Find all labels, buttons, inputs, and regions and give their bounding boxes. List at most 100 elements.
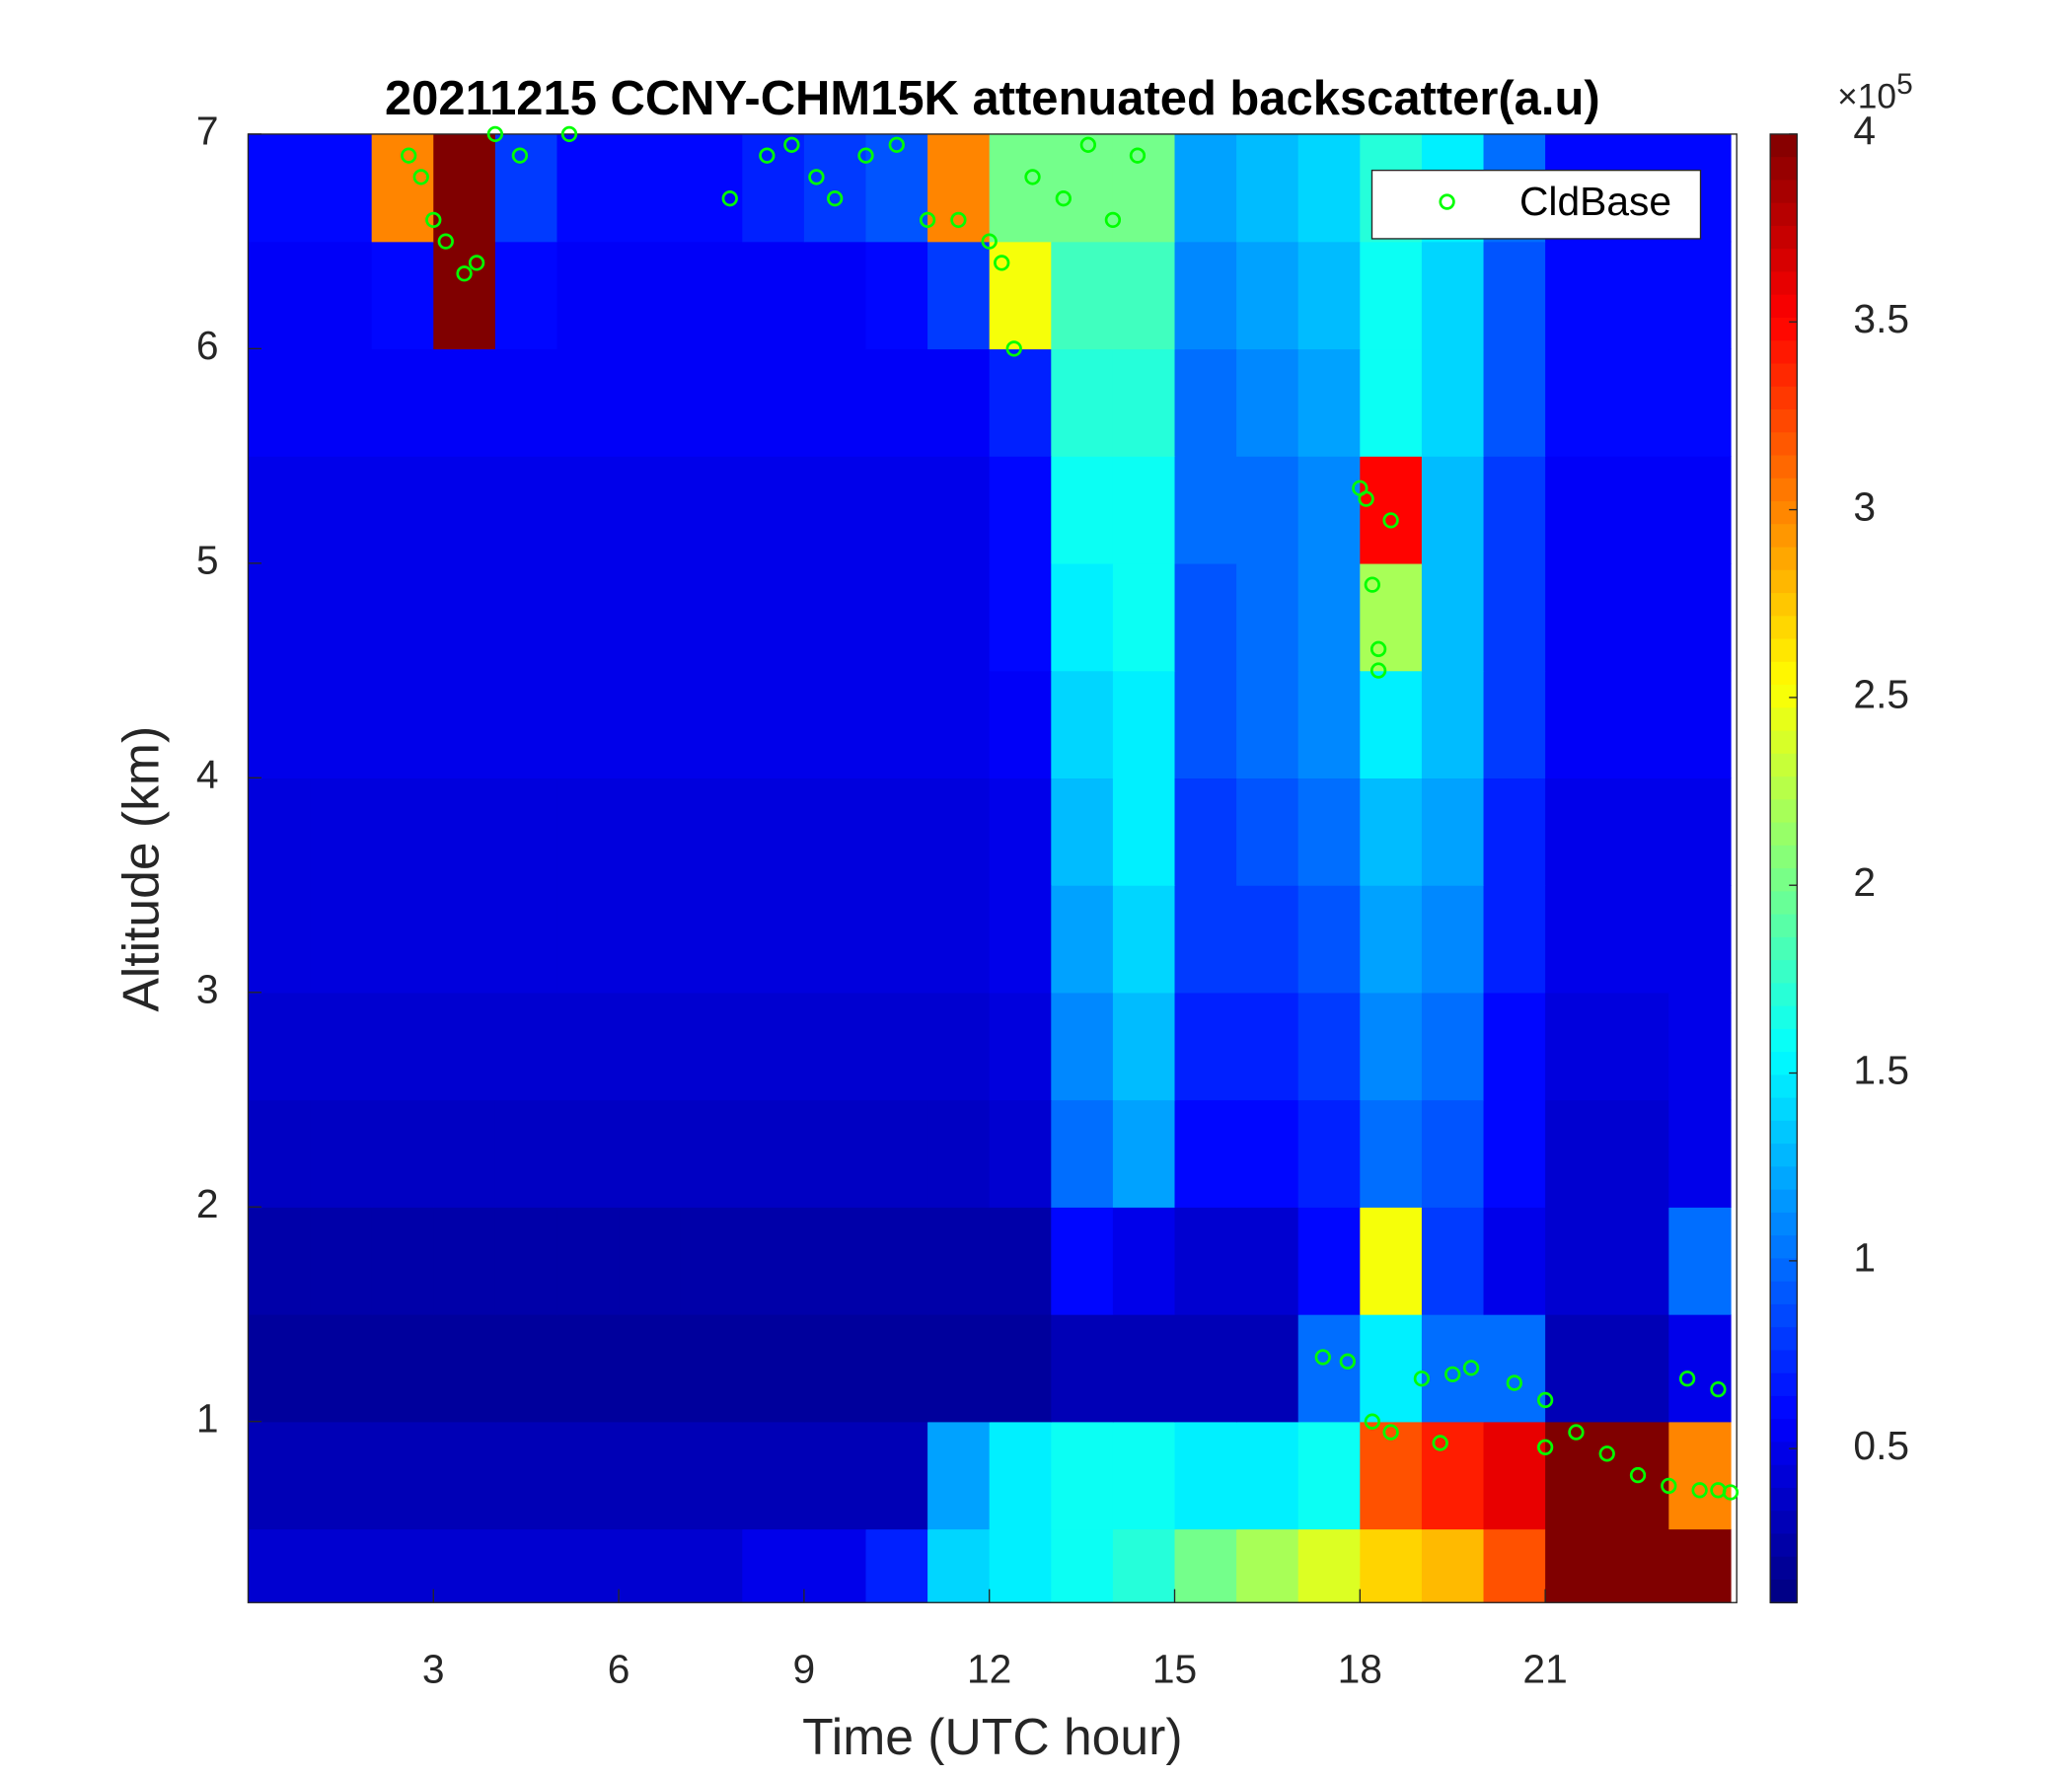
colorbar-step bbox=[1770, 432, 1798, 457]
x-tick-label: 9 bbox=[793, 1647, 816, 1692]
heatmap-cell bbox=[680, 348, 743, 457]
colorbar-step bbox=[1770, 1556, 1798, 1581]
colorbar-step bbox=[1770, 271, 1798, 296]
heatmap-cell bbox=[310, 348, 373, 457]
heatmap-cell bbox=[1297, 562, 1361, 672]
heatmap-cell bbox=[1297, 670, 1361, 778]
heatmap-cell bbox=[619, 992, 682, 1101]
heatmap-cell bbox=[865, 1207, 928, 1315]
heatmap-cell bbox=[556, 777, 620, 886]
heatmap-cell bbox=[1112, 1207, 1176, 1315]
heatmap-cell bbox=[1297, 1207, 1361, 1315]
heatmap-cell bbox=[310, 992, 373, 1101]
colorbar-step bbox=[1770, 983, 1798, 1007]
heatmap-cell bbox=[371, 992, 434, 1101]
heatmap-cell bbox=[1174, 1313, 1237, 1423]
heatmap-cell bbox=[927, 777, 991, 886]
x-tick-label: 6 bbox=[608, 1647, 630, 1692]
colorbar-step bbox=[1770, 1235, 1798, 1260]
heatmap-cell bbox=[989, 670, 1052, 778]
heatmap-cell bbox=[865, 562, 928, 672]
cloud-base-point bbox=[1598, 1445, 1615, 1462]
heatmap-cell bbox=[1236, 670, 1299, 778]
colorbar-step bbox=[1770, 1144, 1798, 1168]
heatmap-cell bbox=[865, 992, 928, 1101]
heatmap-cell bbox=[310, 1207, 373, 1315]
colorbar-step bbox=[1770, 294, 1798, 319]
heatmap-cell bbox=[803, 133, 867, 243]
colorbar-step bbox=[1770, 914, 1798, 938]
heatmap-cell bbox=[1668, 456, 1732, 564]
heatmap-cell bbox=[1174, 992, 1237, 1101]
heatmap-cell bbox=[1051, 133, 1114, 243]
heatmap-cell bbox=[371, 777, 434, 886]
cloud-base-point bbox=[981, 233, 998, 250]
cloud-base-point bbox=[1722, 1484, 1739, 1501]
heatmap-cell bbox=[865, 1528, 928, 1603]
colorbar-step bbox=[1770, 478, 1798, 502]
colorbar-step bbox=[1770, 1464, 1798, 1489]
heatmap-cell bbox=[680, 885, 743, 994]
colorbar-tick-label: 1 bbox=[1853, 1235, 1876, 1281]
heatmap-cell bbox=[927, 992, 991, 1101]
heatmap-cell bbox=[494, 885, 558, 994]
heatmap-cell bbox=[1483, 1313, 1546, 1423]
heatmap-cell bbox=[248, 348, 311, 457]
heatmap-cell bbox=[1421, 1421, 1485, 1530]
x-axis-label: Time (UTC hour) bbox=[802, 1708, 1182, 1765]
heatmap-cell bbox=[1112, 1313, 1176, 1423]
heatmap-cell bbox=[248, 992, 311, 1101]
heatmap-cell bbox=[1360, 1099, 1423, 1208]
y-tick-label: 3 bbox=[196, 967, 219, 1012]
heatmap-cell bbox=[989, 241, 1052, 350]
y-tick-label: 2 bbox=[196, 1181, 219, 1226]
cloud-base-point bbox=[468, 255, 485, 271]
cloud-base-point bbox=[437, 233, 454, 250]
heatmap-cell bbox=[371, 1099, 434, 1208]
heatmap-cell bbox=[1606, 456, 1670, 564]
heatmap-cell bbox=[1112, 992, 1176, 1101]
heatmap-cell bbox=[1606, 348, 1670, 457]
heatmap-cell bbox=[1174, 456, 1237, 564]
heatmap-cell bbox=[1236, 1528, 1299, 1603]
heatmap-cell bbox=[1112, 670, 1176, 778]
heatmap-cell bbox=[1545, 670, 1608, 778]
heatmap-cell bbox=[1297, 133, 1361, 243]
heatmap-cell bbox=[248, 777, 311, 886]
chart-title: 20211215 CCNY-CHM15K attenuated backscat… bbox=[385, 72, 1600, 125]
cloud-base-point bbox=[1462, 1360, 1480, 1376]
heatmap-cell bbox=[989, 348, 1052, 457]
heatmap-cell bbox=[619, 241, 682, 350]
heatmap-cell bbox=[1545, 241, 1608, 350]
heatmap-cell bbox=[433, 777, 496, 886]
heatmap-cell bbox=[371, 562, 434, 672]
colorbar-step bbox=[1770, 730, 1798, 755]
heatmap-cell bbox=[619, 1099, 682, 1208]
cloud-base-point bbox=[783, 136, 800, 153]
heatmap-cell bbox=[989, 1207, 1052, 1315]
cloud-base-point bbox=[1506, 1374, 1522, 1391]
heatmap-cell bbox=[1483, 777, 1546, 886]
heatmap-cell bbox=[1545, 1528, 1608, 1603]
cloud-base-point bbox=[1314, 1349, 1331, 1366]
heatmap-cell bbox=[619, 670, 682, 778]
heatmap-cell bbox=[989, 777, 1052, 886]
heatmap-cell bbox=[1236, 456, 1299, 564]
heatmap-cell bbox=[433, 348, 496, 457]
heatmap-cell bbox=[1051, 1207, 1114, 1315]
heatmap-cell bbox=[1360, 562, 1423, 672]
heatmap-cell bbox=[1174, 133, 1237, 243]
heatmap-cell bbox=[927, 670, 991, 778]
colorbar-step bbox=[1770, 202, 1798, 227]
heatmap-cell bbox=[865, 1099, 928, 1208]
heatmap-cell bbox=[742, 670, 805, 778]
heatmap-cell bbox=[1051, 241, 1114, 350]
heatmap-cell bbox=[433, 241, 496, 350]
colorbar-step bbox=[1770, 408, 1798, 434]
heatmap-cell bbox=[865, 1313, 928, 1423]
heatmap-cell bbox=[556, 1313, 620, 1423]
colorbar-step bbox=[1770, 569, 1798, 594]
heatmap-cell bbox=[865, 670, 928, 778]
heatmap-cell bbox=[1668, 1528, 1732, 1603]
heatmap-cell bbox=[927, 1528, 991, 1603]
